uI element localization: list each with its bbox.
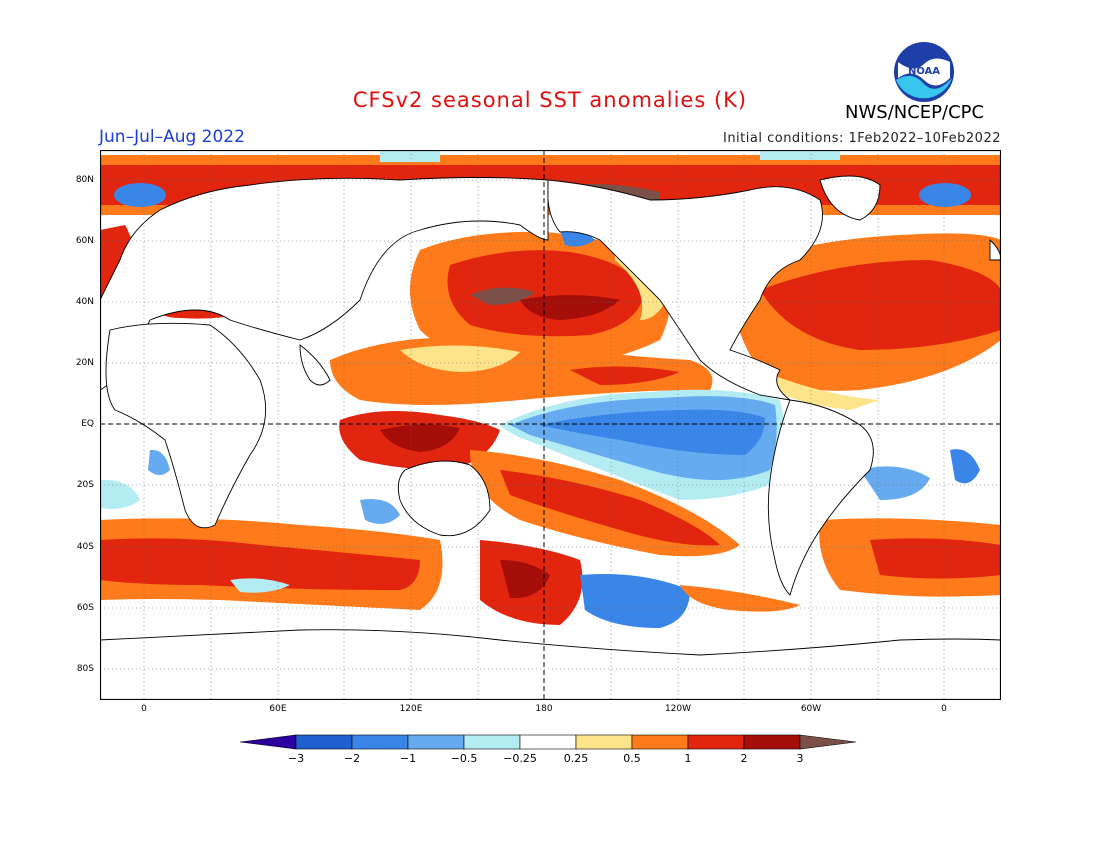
- colorbar-label: 2: [740, 752, 748, 765]
- lat-label-20n: 20N: [75, 358, 94, 368]
- lat-label-40n: 40N: [75, 297, 94, 307]
- colorbar-cell: [631, 734, 689, 750]
- lon-label-180: 180: [535, 704, 553, 714]
- colorbar-cell: [743, 734, 801, 750]
- lon-label-0-east: 0: [941, 704, 947, 714]
- colorbar-cell: [407, 734, 465, 750]
- colorbar-cell: [295, 734, 353, 750]
- colorbar-label: 0.5: [623, 752, 641, 765]
- lon-label-120w: 120W: [664, 704, 692, 714]
- colorbar-label: 1: [684, 752, 692, 765]
- colorbar: [240, 734, 857, 750]
- season-label: Jun–Jul–Aug 2022: [99, 127, 245, 147]
- initial-conditions-label: Initial conditions: 1Feb2022–10Feb2022: [722, 131, 1001, 146]
- north-atlantic-warm-region: [730, 233, 1001, 410]
- colorbar-cell: [575, 734, 633, 750]
- colorbar-cell: [351, 734, 409, 750]
- colorbar-label: 3: [796, 752, 804, 765]
- land-masses: [100, 175, 1001, 700]
- lon-label-60e: 60E: [269, 704, 287, 714]
- colorbar-label: 0.25: [563, 752, 589, 765]
- colorbar-cell: [519, 734, 577, 750]
- colorbar-label: −1: [399, 752, 417, 765]
- lat-label-60s: 60S: [76, 603, 94, 613]
- lat-label-80n: 80N: [75, 175, 94, 185]
- sst-anomaly-map: [100, 150, 1001, 700]
- lat-label-40s: 40S: [76, 542, 94, 552]
- colorbar-label: −2: [343, 752, 361, 765]
- lon-label-60w: 60W: [800, 704, 822, 714]
- lon-label-0-west: 0: [141, 704, 147, 714]
- colorbar-cell: [463, 734, 521, 750]
- colorbar-arrow-max: [799, 734, 857, 750]
- lat-label-eq: EQ: [81, 419, 94, 429]
- colorbar-label: −3: [287, 752, 305, 765]
- map-frame: [100, 150, 1001, 700]
- lat-label-80s: 80S: [76, 664, 94, 674]
- agency-label: NWS/NCEP/CPC: [845, 102, 985, 123]
- colorbar-arrow-min: [240, 734, 297, 750]
- colorbar-label: −0.5: [450, 752, 478, 765]
- south-pacific-warm-band: [470, 450, 740, 557]
- map-title: CFSv2 seasonal SST anomalies (K): [352, 88, 748, 112]
- colorbar-label: −0.25: [503, 752, 537, 765]
- lon-label-120e: 120E: [399, 704, 423, 714]
- southern-ocean-band: [100, 449, 1001, 628]
- lat-label-20s: 20S: [76, 480, 94, 490]
- logo-text: NOAA: [908, 66, 940, 77]
- colorbar-cell: [687, 734, 745, 750]
- lat-label-60n: 60N: [75, 236, 94, 246]
- north-pacific-warm-blob: [410, 228, 670, 366]
- noaa-logo: NOAA: [894, 42, 954, 102]
